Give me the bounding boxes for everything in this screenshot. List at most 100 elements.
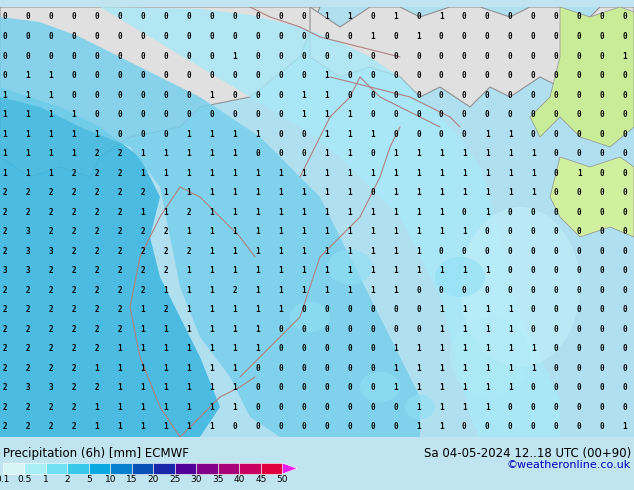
Text: 0: 0	[278, 110, 283, 119]
Text: 1: 1	[393, 383, 398, 392]
Text: 2: 2	[72, 305, 76, 314]
Text: 0: 0	[72, 12, 76, 22]
Text: 0: 0	[256, 403, 260, 412]
Text: 2: 2	[25, 344, 30, 353]
Text: 0: 0	[278, 344, 283, 353]
Text: 2: 2	[3, 208, 8, 217]
Text: 2: 2	[72, 344, 76, 353]
Text: 0: 0	[209, 110, 214, 119]
Text: 1: 1	[278, 188, 283, 197]
Text: 0: 0	[485, 32, 489, 41]
Text: 0: 0	[508, 91, 512, 99]
Text: 0: 0	[25, 51, 30, 61]
Text: 2: 2	[3, 364, 8, 373]
Text: 2: 2	[49, 403, 53, 412]
Text: 0: 0	[393, 130, 398, 139]
Text: 0: 0	[508, 71, 512, 80]
Text: 0: 0	[347, 32, 352, 41]
Text: 0: 0	[370, 364, 375, 373]
Text: 1: 1	[186, 130, 191, 139]
Text: 2: 2	[232, 286, 237, 295]
Text: 0: 0	[416, 71, 420, 80]
Text: 0: 0	[553, 266, 559, 275]
Text: 0: 0	[600, 169, 604, 178]
Text: 2: 2	[164, 247, 168, 256]
Text: 2: 2	[25, 208, 30, 217]
Text: 1: 1	[117, 422, 122, 432]
Text: 0: 0	[600, 51, 604, 61]
Text: 1: 1	[531, 188, 536, 197]
Text: 0: 0	[508, 32, 512, 41]
Text: 1: 1	[232, 266, 237, 275]
Text: 2: 2	[94, 169, 99, 178]
Text: 2: 2	[49, 208, 53, 217]
Text: 0: 0	[531, 208, 536, 217]
Text: 0: 0	[256, 12, 260, 22]
Text: 0: 0	[256, 32, 260, 41]
Text: 0: 0	[553, 32, 559, 41]
Text: 1: 1	[416, 383, 420, 392]
Text: 1: 1	[485, 208, 489, 217]
Text: 0: 0	[623, 169, 627, 178]
Text: 1: 1	[186, 149, 191, 158]
Text: 1: 1	[72, 110, 76, 119]
Text: 1: 1	[186, 325, 191, 334]
Text: 0: 0	[117, 12, 122, 22]
Text: 0: 0	[393, 422, 398, 432]
Bar	[110, 463, 132, 474]
Text: 0: 0	[186, 51, 191, 61]
Text: 2: 2	[72, 227, 76, 236]
Text: 0: 0	[347, 383, 352, 392]
Text: 2: 2	[164, 305, 168, 314]
Text: 1: 1	[623, 422, 627, 432]
Text: 1: 1	[416, 422, 420, 432]
Polygon shape	[0, 7, 320, 177]
Text: 1: 1	[43, 475, 49, 484]
Polygon shape	[0, 17, 420, 437]
Text: 0: 0	[232, 32, 237, 41]
Text: 1: 1	[301, 188, 306, 197]
Text: 0: 0	[600, 305, 604, 314]
Text: 1: 1	[141, 169, 145, 178]
Text: 0: 0	[393, 325, 398, 334]
Text: 40: 40	[233, 475, 245, 484]
Text: 0: 0	[623, 383, 627, 392]
Text: 0: 0	[623, 305, 627, 314]
Text: 0.1: 0.1	[0, 475, 10, 484]
Text: 2: 2	[117, 247, 122, 256]
Text: 0: 0	[439, 247, 444, 256]
Text: 2: 2	[117, 227, 122, 236]
Text: 1: 1	[141, 403, 145, 412]
Text: 0: 0	[117, 110, 122, 119]
Text: 1: 1	[3, 91, 8, 99]
Text: 3: 3	[3, 266, 8, 275]
Text: 0: 0	[600, 149, 604, 158]
Text: 0: 0	[577, 325, 581, 334]
Text: 0: 0	[600, 403, 604, 412]
Text: 0: 0	[278, 71, 283, 80]
Text: 0: 0	[164, 51, 168, 61]
Text: 0: 0	[600, 32, 604, 41]
Text: 1: 1	[256, 325, 260, 334]
Text: 0: 0	[278, 383, 283, 392]
Text: 0: 0	[623, 188, 627, 197]
Text: 1: 1	[485, 266, 489, 275]
Text: 0: 0	[485, 422, 489, 432]
Text: 0: 0	[531, 51, 536, 61]
Text: 0: 0	[462, 422, 467, 432]
Text: 1: 1	[324, 12, 329, 22]
Bar	[132, 463, 153, 474]
Text: 0: 0	[462, 51, 467, 61]
Text: 0: 0	[278, 32, 283, 41]
Text: 1: 1	[232, 344, 237, 353]
Text: 1: 1	[164, 286, 168, 295]
Text: 1: 1	[209, 344, 214, 353]
Text: 2: 2	[49, 188, 53, 197]
Text: 0: 0	[3, 32, 8, 41]
Text: 0: 0	[508, 12, 512, 22]
Text: 2: 2	[72, 403, 76, 412]
Text: 1: 1	[186, 169, 191, 178]
Ellipse shape	[450, 317, 530, 397]
Text: 1: 1	[439, 208, 444, 217]
Text: 0: 0	[600, 227, 604, 236]
